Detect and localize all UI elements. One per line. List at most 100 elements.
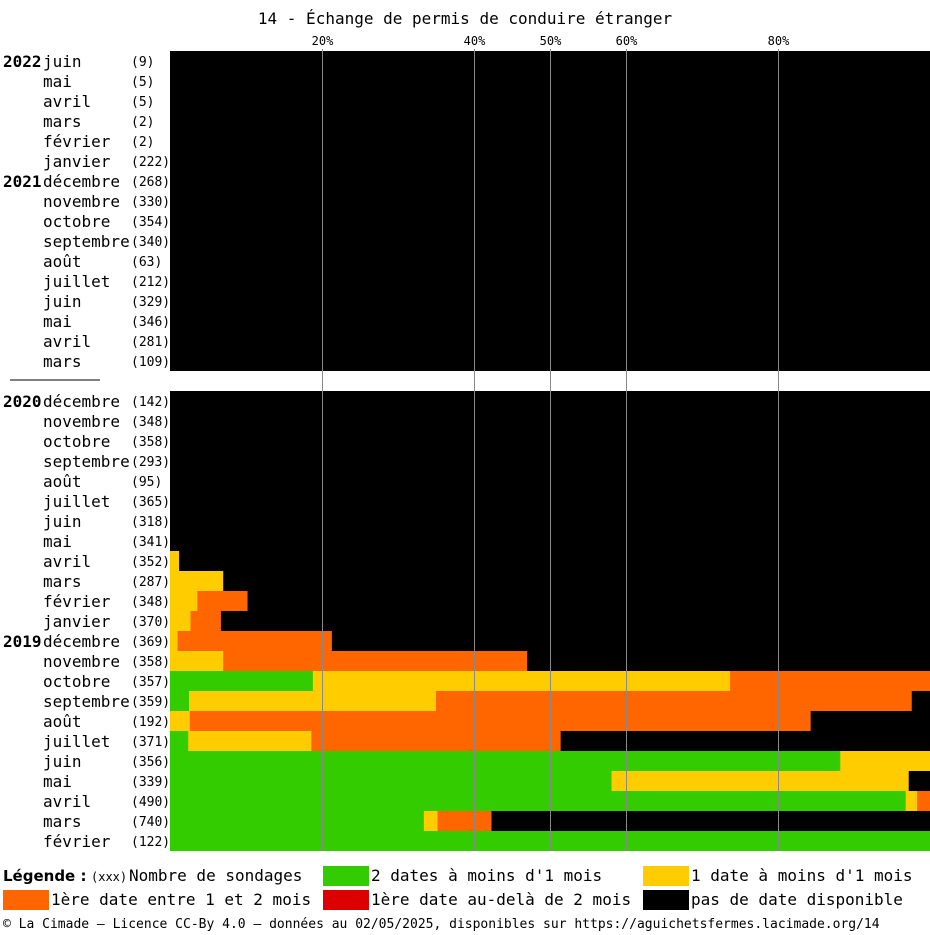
row-month-label: septembre	[43, 452, 130, 471]
row-month-label: juin	[43, 512, 82, 531]
bar-segment-yellow	[189, 691, 437, 711]
row-month-label: octobre	[43, 432, 110, 451]
bar-segment-yellow	[170, 591, 198, 611]
legend-label-yellow: 1 date à moins d'1 mois	[691, 866, 913, 885]
bar-segment-green	[170, 751, 841, 771]
bar-segment-green	[170, 731, 189, 751]
bar-segment-orange	[197, 591, 248, 611]
row-month-label: décembre	[43, 632, 120, 651]
x-tick-label: 20%	[312, 34, 334, 48]
bar-segment-yellow	[170, 571, 224, 591]
row-count-label: (359)	[131, 695, 170, 710]
row-labels-layer: 2022 juin (9)mai (5)avril (5)mars (2)février(…	[3, 52, 170, 851]
row-count-label: (142)	[131, 395, 170, 410]
row-count-label: (192)	[131, 715, 170, 730]
row-month-label: septembre	[43, 692, 130, 711]
row-month-label: octobre	[43, 212, 110, 231]
row-count-label: (339)	[131, 775, 170, 790]
row-month-label: mars	[43, 572, 82, 591]
row-count-label: (348)	[131, 415, 170, 430]
row-count-label: (369)	[131, 635, 170, 650]
row-count-label: (2)	[131, 115, 154, 130]
row-year-label: 2020	[3, 392, 42, 411]
bar-segment-green	[170, 691, 190, 711]
row-count-label: (9)	[131, 55, 154, 70]
bar-segment-yellow	[170, 551, 180, 571]
x-tick-label: 60%	[616, 34, 638, 48]
row-month-label: août	[43, 252, 82, 271]
row-month-label: juillet	[43, 492, 110, 511]
row-month-label: mars	[43, 112, 82, 131]
bar-segment-orange	[436, 691, 913, 711]
row-count-label: (318)	[131, 515, 170, 530]
row-count-label: (340)	[131, 235, 170, 250]
x-tick-label: 50%	[540, 34, 562, 48]
legend-count-text: Nombre de sondages	[129, 866, 303, 885]
row-month-label: janvier	[43, 152, 111, 171]
row-year-label: 2022	[3, 52, 42, 71]
row-count-label: (490)	[131, 795, 170, 810]
bar-segment-orange	[190, 611, 222, 631]
row-year-label: 2021	[3, 172, 42, 191]
row-count-label: (95)	[131, 475, 162, 490]
bar-segment-black	[560, 731, 930, 751]
row-month-label: août	[43, 712, 82, 731]
legend-label-red: 1ère date au-delà de 2 mois	[371, 890, 632, 909]
bar-segment-orange	[311, 731, 562, 751]
row-count-label: (63)	[131, 255, 162, 270]
row-month-label: juin	[43, 292, 82, 311]
row-month-label: juillet	[43, 732, 110, 751]
bar-segment-orange	[917, 791, 930, 811]
bar-segment-black	[911, 691, 930, 711]
bar-segment-yellow	[170, 651, 224, 671]
row-count-label: (346)	[131, 315, 170, 330]
bar-segment-yellow	[170, 631, 178, 651]
row-month-label: avril	[43, 92, 91, 111]
legend-title: Légende :	[3, 867, 87, 885]
row-month-label: novembre	[43, 192, 120, 211]
bar-segment-green	[170, 811, 425, 831]
row-count-label: (371)	[131, 735, 170, 750]
row-month-label: avril	[43, 552, 91, 571]
legend-swatch-green	[323, 866, 369, 886]
row-month-label: octobre	[43, 672, 110, 691]
bar-segment-yellow	[170, 611, 191, 631]
bar-segment-green	[170, 791, 907, 811]
row-count-label: (341)	[131, 535, 170, 550]
bar-segment-orange	[730, 671, 930, 691]
row-count-label: (356)	[131, 755, 170, 770]
bar-segment-green	[170, 671, 314, 691]
row-month-label: juin	[43, 52, 82, 71]
row-month-label: septembre	[43, 232, 130, 251]
bar-segment-black	[331, 631, 930, 651]
bar-segment-yellow	[188, 731, 312, 751]
bar-segment-black	[491, 811, 930, 831]
legend-label-green: 2 dates à moins d'1 mois	[371, 866, 603, 885]
row-month-label: avril	[43, 792, 91, 811]
bar-segment-orange	[437, 811, 492, 831]
row-month-label: juin	[43, 752, 82, 771]
bar-segment-yellow	[170, 711, 191, 731]
row-count-label: (5)	[131, 95, 154, 110]
legend-swatch-red	[323, 890, 369, 910]
row-month-label: janvier	[43, 612, 111, 631]
row-count-label: (740)	[131, 815, 170, 830]
chart-plot: 20% 40% 50% 60% 80%2022 juin (9)mai (5)avril (5)…	[3, 34, 930, 851]
row-month-label: novembre	[43, 652, 120, 671]
grid-layer: 20% 40% 50% 60% 80%	[312, 34, 790, 851]
row-month-label: août	[43, 472, 82, 491]
footer-credits: © La Cimade — Licence CC-By 4.0 — donnée…	[3, 917, 880, 932]
row-month-label: mars	[43, 352, 82, 371]
bar-segment-orange	[223, 651, 528, 671]
row-count-label: (109)	[131, 355, 170, 370]
legend-swatch-yellow	[643, 866, 689, 886]
bar-segment-yellow	[611, 771, 910, 791]
row-year-label: 2019	[3, 632, 42, 651]
row-count-label: (293)	[131, 455, 170, 470]
bar-segment-yellow	[840, 751, 930, 771]
chart-title: 14 - Échange de permis de conduire étran…	[257, 9, 673, 28]
row-month-label: février	[43, 832, 111, 851]
row-count-label: (5)	[131, 75, 154, 90]
row-month-label: mai	[43, 772, 72, 791]
bar-segment-black	[220, 611, 930, 631]
